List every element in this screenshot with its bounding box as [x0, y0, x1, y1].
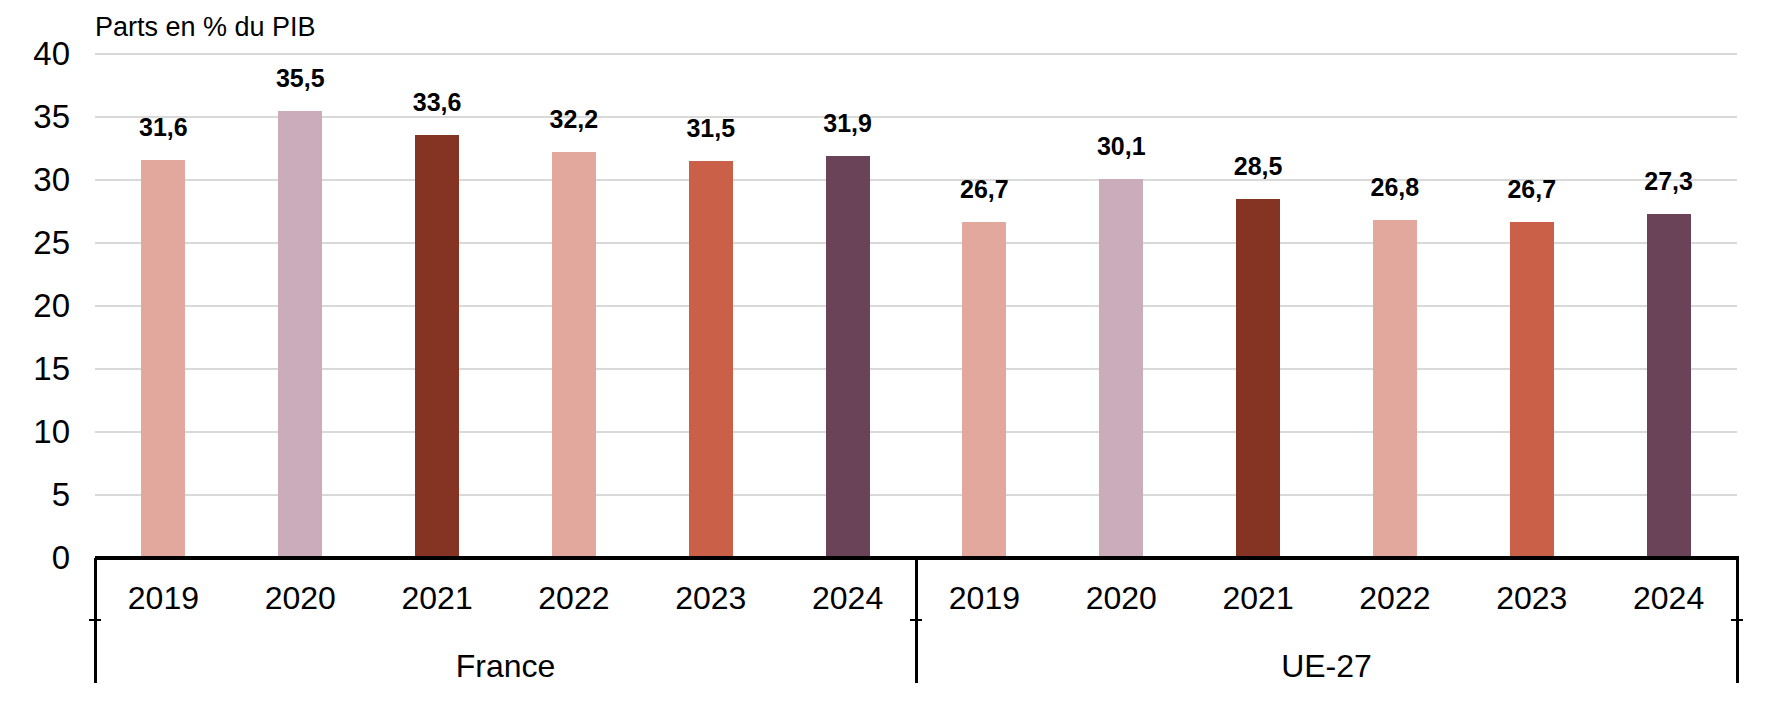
- x-axis-year-label-ue-27-2024: 2024: [1601, 580, 1737, 616]
- chart-title: Parts en % du PIB: [95, 12, 316, 43]
- bar-france-2019: [141, 160, 185, 558]
- gridline-15: [95, 368, 1737, 370]
- bar-value-label-ue-27-2022: 26,8: [1330, 170, 1460, 204]
- axis-level-tick-1: [910, 619, 922, 621]
- bar-ue-27-2024: [1647, 214, 1691, 558]
- bar-value-label-ue-27-2024: 27,3: [1604, 164, 1734, 198]
- x-axis-year-label-france-2020: 2020: [232, 580, 368, 616]
- y-axis-tick-label-20: 20: [0, 288, 70, 324]
- x-axis-year-label-ue-27-2023: 2023: [1464, 580, 1600, 616]
- y-axis-tick-label-15: 15: [0, 351, 70, 387]
- x-axis-year-label-france-2019: 2019: [95, 580, 231, 616]
- gridline-35: [95, 116, 1737, 118]
- x-axis-year-label-france-2022: 2022: [506, 580, 642, 616]
- bar-value-label-ue-27-2023: 26,7: [1467, 172, 1597, 206]
- y-axis-tick-label-0: 0: [0, 540, 70, 576]
- bar-ue-27-2023: [1510, 222, 1554, 558]
- x-axis-group-label-france: France: [356, 648, 656, 684]
- bar-value-label-france-2020: 35,5: [235, 61, 365, 95]
- bar-value-label-ue-27-2020: 30,1: [1056, 129, 1186, 163]
- x-axis-year-label-ue-27-2019: 2019: [916, 580, 1052, 616]
- bar-value-label-ue-27-2021: 28,5: [1193, 149, 1323, 183]
- x-axis-year-label-france-2024: 2024: [780, 580, 916, 616]
- axis-level-tick-0: [89, 619, 101, 621]
- y-axis-tick-label-30: 30: [0, 162, 70, 198]
- bar-france-2024: [826, 156, 870, 558]
- axis-level-tick-2: [1731, 619, 1743, 621]
- x-axis-year-label-ue-27-2022: 2022: [1327, 580, 1463, 616]
- y-axis-tick-label-35: 35: [0, 99, 70, 135]
- x-axis-group-label-ue-27: UE-27: [1177, 648, 1477, 684]
- x-axis-year-label-ue-27-2021: 2021: [1190, 580, 1326, 616]
- gridline-10: [95, 431, 1737, 433]
- bar-value-label-france-2022: 32,2: [509, 102, 639, 136]
- bar-france-2023: [689, 161, 733, 558]
- x-axis-year-label-france-2021: 2021: [369, 580, 505, 616]
- bar-value-label-france-2024: 31,9: [783, 106, 913, 140]
- gridline-40: [95, 53, 1737, 55]
- bar-value-label-france-2019: 31,6: [98, 110, 228, 144]
- gridline-25: [95, 242, 1737, 244]
- bar-ue-27-2021: [1236, 199, 1280, 558]
- bar-value-label-france-2021: 33,6: [372, 85, 502, 119]
- x-axis-year-label-france-2023: 2023: [643, 580, 779, 616]
- bar-value-label-ue-27-2019: 26,7: [919, 172, 1049, 206]
- bar-france-2022: [552, 152, 596, 558]
- bar-ue-27-2020: [1099, 179, 1143, 558]
- bar-chart-parts-pib: Parts en % du PIB 0 5 10 15 20 25 30 35 40 31,6 20…: [0, 0, 1787, 707]
- x-axis-year-label-ue-27-2020: 2020: [1053, 580, 1189, 616]
- y-axis-tick-label-40: 40: [0, 36, 70, 72]
- y-axis-tick-label-10: 10: [0, 414, 70, 450]
- bar-france-2020: [278, 111, 322, 558]
- bar-ue-27-2019: [962, 222, 1006, 558]
- gridline-5: [95, 494, 1737, 496]
- bar-france-2021: [415, 135, 459, 558]
- y-axis-tick-label-5: 5: [0, 477, 70, 513]
- bar-ue-27-2022: [1373, 220, 1417, 558]
- y-axis-tick-label-25: 25: [0, 225, 70, 261]
- gridline-20: [95, 305, 1737, 307]
- bar-value-label-france-2023: 31,5: [646, 111, 776, 145]
